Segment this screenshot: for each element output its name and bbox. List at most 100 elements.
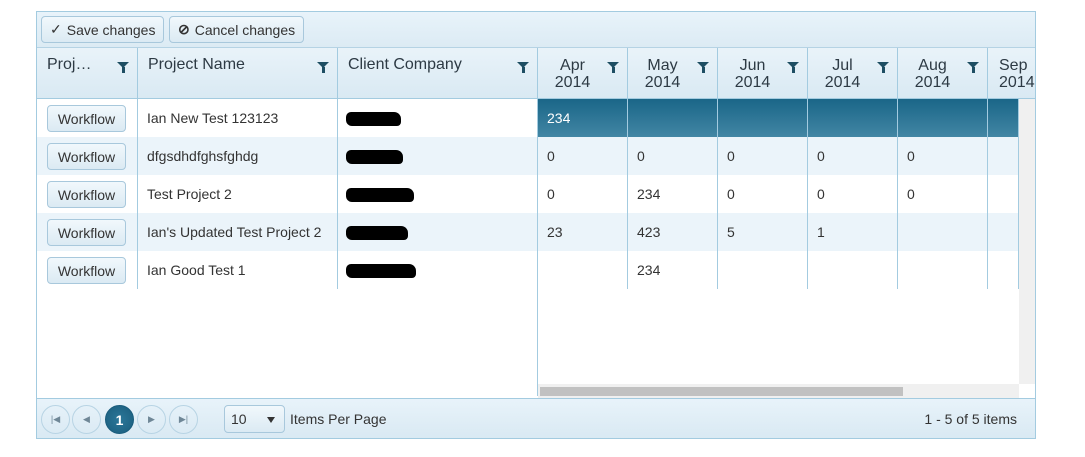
filter-icon[interactable] xyxy=(697,62,709,73)
items-per-page-label: Items Per Page xyxy=(290,411,387,427)
table-row[interactable]: Workflow Ian Good Test 1 234 xyxy=(37,251,1019,289)
month-value-cell[interactable] xyxy=(988,175,1019,213)
filter-icon[interactable] xyxy=(317,62,329,73)
filter-icon[interactable] xyxy=(517,62,529,73)
first-page-button[interactable]: |◀ xyxy=(41,405,70,434)
grid-header: Proj… Project Name Client Company Apr 2014 Ma… xyxy=(37,48,1035,99)
month-value-cell[interactable]: 0 xyxy=(718,175,808,213)
month-value-cell[interactable]: 0 xyxy=(808,137,898,175)
column-header-month[interactable]: Apr 2014 xyxy=(538,48,628,99)
vertical-scrollbar[interactable] xyxy=(1019,99,1035,384)
month-value-cell[interactable] xyxy=(988,213,1019,251)
last-page-icon: ▶| xyxy=(178,414,189,424)
workflow-button[interactable]: Workflow xyxy=(47,257,126,284)
column-header-month[interactable]: Aug 2014 xyxy=(898,48,988,99)
client-company-cell[interactable] xyxy=(338,251,538,289)
locked-divider xyxy=(537,99,538,396)
workflow-cell: Workflow xyxy=(37,137,138,175)
month-value-cell[interactable]: 1 xyxy=(808,213,898,251)
table-row[interactable]: Workflow Ian's Updated Test Project 2 23… xyxy=(37,213,1019,251)
column-header-1[interactable]: Project Name xyxy=(138,48,338,99)
column-header-0[interactable]: Proj… xyxy=(37,48,138,99)
first-page-icon: |◀ xyxy=(50,414,61,424)
redacted-block xyxy=(346,264,416,278)
project-grid: ✓ Save changes ⊘ Cancel changes Proj… Proje… xyxy=(36,11,1036,439)
workflow-button[interactable]: Workflow xyxy=(47,181,126,208)
filter-icon[interactable] xyxy=(967,62,979,73)
current-page-button[interactable]: 1 xyxy=(105,405,134,434)
column-header-month[interactable]: Jul 2014 xyxy=(808,48,898,99)
filter-icon[interactable] xyxy=(877,62,889,73)
next-page-icon: ▶ xyxy=(148,414,155,424)
month-value-cell[interactable] xyxy=(898,99,988,137)
client-company-cell[interactable] xyxy=(338,175,538,213)
page-size-select[interactable]: 10 xyxy=(224,405,285,433)
month-value-cell[interactable]: 23 xyxy=(538,213,628,251)
pager-summary: 1 - 5 of 5 items xyxy=(924,411,1017,427)
prev-page-icon: ◀ xyxy=(83,414,90,424)
month-value-cell[interactable]: 0 xyxy=(898,137,988,175)
client-company-cell[interactable] xyxy=(338,137,538,175)
project-name-cell[interactable]: Ian's Updated Test Project 2 xyxy=(138,213,338,251)
check-icon: ✓ xyxy=(50,21,62,37)
project-name-cell[interactable]: Test Project 2 xyxy=(138,175,338,213)
month-value-cell[interactable]: 0 xyxy=(538,137,628,175)
month-value-cell[interactable] xyxy=(538,251,628,289)
pager: |◀ ◀ 1 ▶ ▶| 10 Items Per Page 1 - 5 of 5… xyxy=(37,398,1035,438)
month-value-cell[interactable] xyxy=(988,137,1019,175)
workflow-cell: Workflow xyxy=(37,175,138,213)
month-value-cell[interactable]: 0 xyxy=(898,175,988,213)
filter-icon[interactable] xyxy=(787,62,799,73)
month-value-cell[interactable]: 234 xyxy=(628,251,718,289)
column-header-month[interactable]: May 2014 xyxy=(628,48,718,99)
workflow-button[interactable]: Workflow xyxy=(47,105,126,132)
month-value-cell[interactable]: 5 xyxy=(718,213,808,251)
month-value-cell[interactable] xyxy=(898,213,988,251)
month-value-cell[interactable] xyxy=(988,99,1019,137)
project-name-cell[interactable]: Ian Good Test 1 xyxy=(138,251,338,289)
month-value-cell[interactable] xyxy=(718,99,808,137)
filter-icon[interactable] xyxy=(117,62,129,73)
workflow-cell: Workflow xyxy=(37,99,138,137)
month-value-cell[interactable]: 423 xyxy=(628,213,718,251)
workflow-button[interactable]: Workflow xyxy=(47,143,126,170)
client-company-cell[interactable] xyxy=(338,213,538,251)
save-changes-button[interactable]: ✓ Save changes xyxy=(41,16,165,43)
table-row[interactable]: Workflow Ian New Test 123123 234 xyxy=(37,99,1019,137)
filter-icon[interactable] xyxy=(607,62,619,73)
month-value-cell[interactable]: 0 xyxy=(808,175,898,213)
project-name-cell[interactable]: Ian New Test 123123 xyxy=(138,99,338,137)
redacted-block xyxy=(346,226,408,240)
month-value-cell[interactable]: 0 xyxy=(538,175,628,213)
redacted-block xyxy=(346,188,414,202)
month-value-cell[interactable]: 234 xyxy=(628,175,718,213)
scrollbar-thumb[interactable] xyxy=(540,387,903,396)
month-value-cell[interactable]: 234 xyxy=(538,99,628,137)
cancel-changes-button[interactable]: ⊘ Cancel changes xyxy=(169,16,305,43)
grid-toolbar: ✓ Save changes ⊘ Cancel changes xyxy=(37,12,1035,48)
client-company-cell[interactable] xyxy=(338,99,538,137)
workflow-cell: Workflow xyxy=(37,251,138,289)
column-header-month[interactable]: Jun 2014 xyxy=(718,48,808,99)
month-value-cell[interactable]: 0 xyxy=(718,137,808,175)
month-value-cell[interactable] xyxy=(898,251,988,289)
workflow-cell: Workflow xyxy=(37,213,138,251)
next-page-button[interactable]: ▶ xyxy=(137,405,166,434)
month-value-cell[interactable] xyxy=(718,251,808,289)
month-value-cell[interactable] xyxy=(988,251,1019,289)
month-value-cell[interactable] xyxy=(808,251,898,289)
prev-page-button[interactable]: ◀ xyxy=(72,405,101,434)
month-value-cell[interactable] xyxy=(808,99,898,137)
workflow-button[interactable]: Workflow xyxy=(47,219,126,246)
horizontal-scrollbar[interactable] xyxy=(538,384,1019,398)
month-value-cell[interactable] xyxy=(628,99,718,137)
column-header-2[interactable]: Client Company xyxy=(338,48,538,99)
month-value-cell[interactable]: 0 xyxy=(628,137,718,175)
cancel-icon: ⊘ xyxy=(178,21,190,37)
column-header-month[interactable]: Sep 2014 xyxy=(999,57,1035,91)
last-page-button[interactable]: ▶| xyxy=(169,405,198,434)
project-name-cell[interactable]: dfgsdhdfghsfghdg xyxy=(138,137,338,175)
chevron-down-icon xyxy=(267,417,275,423)
table-row[interactable]: Workflow Test Project 2 0 234 0 0 0 xyxy=(37,175,1019,213)
